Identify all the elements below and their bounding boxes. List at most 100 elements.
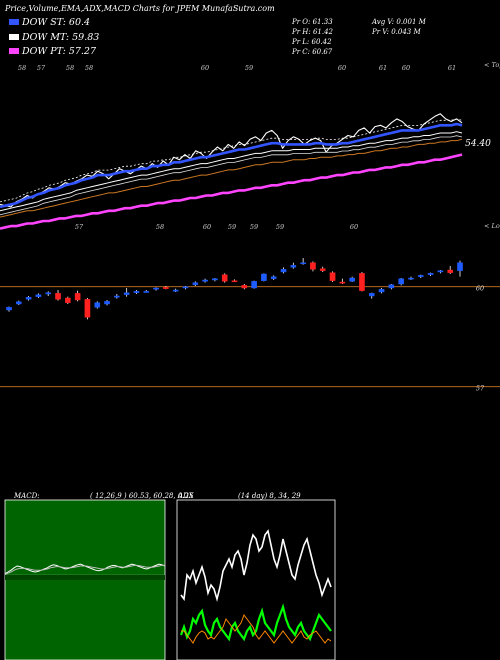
candle-body (123, 292, 130, 295)
candle-body (16, 301, 22, 305)
candle-body (172, 289, 179, 292)
hline-label: 60 (476, 285, 484, 293)
candle-body (55, 293, 61, 300)
bottom-tick-label: 58 (156, 223, 164, 231)
top-tick-label: 58 (66, 64, 74, 72)
bottom-tick-label: 60 (350, 223, 358, 231)
candle-body (437, 270, 444, 273)
top-panel-label: < Topo (484, 61, 500, 69)
candle-body (74, 293, 81, 301)
adx-line-di-minus (179, 603, 332, 642)
candle-body (417, 275, 424, 277)
candle-body (143, 291, 150, 293)
candle-body (329, 272, 336, 281)
bottom-tick-label: 59 (228, 223, 236, 231)
candle-body (447, 269, 453, 273)
candle-body (359, 273, 365, 291)
candle-body (35, 294, 42, 297)
candle-body (251, 281, 257, 289)
candle-body (153, 287, 159, 290)
candle-body (388, 284, 395, 289)
candle-body (65, 297, 71, 303)
adx-line-di-plus (180, 529, 332, 603)
candle-body (408, 277, 414, 280)
ema-st-legend: DOW ST: 60.4 (9, 17, 90, 28)
top-tick-label: 59 (245, 64, 253, 72)
price-open: Pr O: 61.33 (292, 18, 333, 26)
candle-body (182, 286, 189, 289)
candle-body (202, 279, 208, 282)
candle-body (427, 273, 434, 275)
candle-body (45, 292, 52, 295)
line-ema-st (0, 122, 463, 209)
ema-pt-legend: DOW PT: 57.27 (9, 46, 96, 57)
line-ema-st-dotted (0, 118, 463, 203)
top-tick-label: 60 (402, 64, 410, 72)
candle-body (349, 277, 355, 282)
adx-values: (14 day) 8, 34, 29 (238, 492, 301, 500)
candle-body (368, 293, 375, 297)
macd-values: ( 12,26,9 ) 60.53, 60.28, 0.25 (90, 492, 194, 500)
top-tick-label: 61 (448, 64, 456, 72)
candle-body (212, 278, 218, 281)
candle-body (319, 268, 326, 271)
candle-body (133, 291, 140, 293)
ema-mt-legend: DOW MT: 59.83 (9, 32, 99, 43)
candle-body (310, 262, 316, 270)
candle-body (280, 269, 287, 273)
adx-panel (176, 499, 336, 660)
candle-body (398, 278, 404, 285)
candle-body (94, 302, 101, 308)
macd-label: MACD: (14, 492, 40, 500)
candle-body (221, 274, 228, 282)
ema-right-label: 54.40 (465, 139, 491, 149)
ema-mt-text: DOW MT: 59.83 (22, 32, 100, 43)
candle-body (104, 301, 110, 305)
candle-body (114, 295, 120, 298)
candle-body (378, 289, 385, 293)
price-low: Pr L: 60.42 (292, 38, 332, 46)
ema-mt-swatch (9, 34, 19, 40)
candle-body (339, 281, 346, 284)
line-ema-mt (0, 131, 463, 212)
top-tick-label: 58 (18, 64, 26, 72)
top-tick-label: 60 (338, 64, 346, 72)
bottom-tick-label: 60 (203, 223, 211, 231)
candle-body (457, 262, 463, 271)
line-ema-lt (0, 138, 463, 218)
avg-volume: Avg V: 0.001 M (372, 18, 426, 26)
ema-pt-swatch (9, 48, 19, 54)
line-ema-pt (0, 153, 463, 230)
middle-panel-label: < Lows (484, 222, 500, 230)
price-high: Pr H: 61.42 (292, 28, 334, 36)
price-close: Pr C: 60.67 (292, 48, 333, 56)
candle-body (300, 262, 306, 265)
ema-st-text: DOW ST: 60.4 (22, 17, 91, 28)
bottom-tick-label: 59 (250, 223, 258, 231)
ema-st-swatch (9, 19, 19, 25)
candle-body (290, 265, 297, 268)
candle-body (241, 285, 248, 289)
top-tick-label: 57 (37, 64, 46, 72)
bottom-tick-label: 59 (276, 223, 284, 231)
candle-body (6, 307, 12, 311)
chart-title: Price,Volume,EMA,ADX,MACD Charts for JPE… (5, 4, 275, 13)
candle-body (192, 282, 199, 285)
candle-body (270, 276, 277, 279)
candle-body (163, 287, 169, 289)
hline-label: 57 (476, 385, 485, 393)
top-tick-label: 58 (85, 64, 93, 72)
bottom-tick-label: 57 (75, 223, 84, 231)
ema-pt-text: DOW PT: 57.27 (22, 46, 96, 57)
prev-volume: Pr V: 0.043 M (372, 28, 421, 36)
adx-label: ADX (178, 492, 194, 500)
top-tick-label: 61 (379, 64, 387, 72)
macd-band (5, 575, 165, 580)
candle-body (25, 297, 32, 300)
candle-body (231, 280, 238, 283)
top-tick-label: 60 (201, 64, 209, 72)
candle-body (84, 299, 91, 318)
adx-line-adx (181, 613, 332, 644)
line-ema-mt-lower (0, 135, 463, 216)
